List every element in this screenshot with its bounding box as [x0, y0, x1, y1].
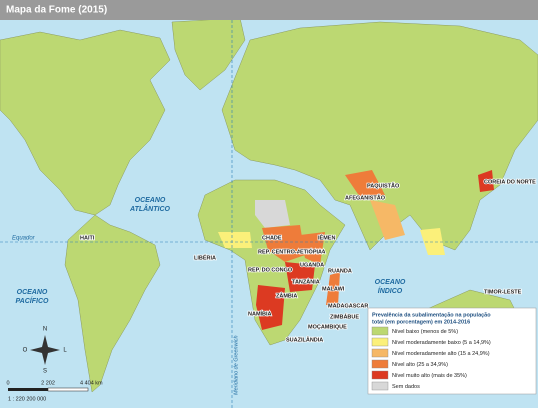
country-label: PAQUISTÃO: [367, 182, 400, 189]
country-label: COREIA DO NORTE: [484, 179, 536, 185]
country-label: ETIÓPIA: [300, 247, 322, 255]
legend-swatch: [371, 381, 389, 391]
land: [0, 17, 538, 393]
compass: N S L O: [23, 327, 68, 375]
legend-label: Sem dados: [392, 384, 420, 390]
legend-swatch: [371, 370, 389, 380]
title-bar: [0, 0, 538, 20]
country-label: SUAZILÂNDIA: [286, 336, 323, 343]
country-label: RUANDA: [328, 268, 352, 274]
country-label: ZÂMBIA: [276, 292, 297, 299]
legend-label: Nível alto (25 a 34,9%): [392, 362, 448, 368]
ocean-label: ÍNDICO: [378, 286, 403, 295]
legend-swatch: [371, 348, 389, 358]
legend-swatch: [371, 359, 389, 369]
legend-label: Nível moderadamente baixo (5 a 14,9%): [392, 340, 491, 346]
country-label: NAMÍBIA: [248, 309, 272, 317]
legend-swatch: [371, 337, 389, 347]
country-label: TIMOR-LESTE: [484, 289, 522, 295]
legend-title: Prevalência da subalimentação na populaç…: [372, 312, 491, 318]
country-label: AFEGANISTÃO: [345, 194, 386, 201]
scale-ratio: 1 : 220 200 000: [8, 396, 46, 402]
country-label: CHADE: [262, 235, 282, 241]
ocean-label: OCEANO: [375, 279, 406, 286]
legend-swatch: [371, 326, 389, 336]
country-labels: HAITI LIBÉRIA CHADE REP. CENTRO-AFRICANA…: [79, 179, 537, 345]
compass-w: O: [23, 348, 28, 354]
country-label: REP. DO CONGO: [248, 267, 293, 273]
legend: Prevalência da subalimentação na populaç…: [367, 307, 537, 395]
country-label: HAITI: [80, 235, 95, 241]
legend-label: Nível moderadamente alto (15 a 24,9%): [392, 351, 490, 357]
country-label: REP. CENTRO-AFRICANA: [258, 249, 325, 255]
country-label: TANZÂNIA: [292, 278, 320, 285]
legend-title: total (em porcentagem) em 2014-2016: [372, 319, 470, 325]
compass-s: S: [43, 369, 47, 375]
equator-label: Equador: [12, 236, 36, 242]
compass-n: N: [43, 327, 47, 333]
country-label: MALAWI: [322, 286, 345, 292]
scale-tick: 2 202: [41, 380, 55, 386]
country-label: IÊMEN: [318, 233, 335, 241]
ocean-label: ATLÂNTICO: [129, 204, 170, 213]
compass-e: L: [63, 348, 67, 354]
country-label: UGANDA: [300, 262, 324, 268]
ocean-label: OCEANO: [135, 197, 166, 204]
scale-tick: 4 404 km: [80, 380, 103, 386]
legend-label: Nível muito alto (mais de 35%): [392, 373, 467, 379]
meridian-label: Meridiano de Greenwich: [233, 335, 239, 395]
scale: 0 2 202 4 404 km 1 : 220 200 000: [6, 380, 103, 402]
country-label: MOÇAMBIQUE: [308, 324, 347, 330]
country-label: MADAGASCAR: [328, 303, 368, 309]
legend-label: Nível baixo (menos de 5%): [392, 329, 458, 335]
country-label: ZIMBÁBUE: [330, 313, 359, 320]
ocean-label: OCEANO: [17, 289, 48, 296]
scale-tick: 0: [6, 380, 9, 386]
ocean-label: PACÍFICO: [16, 296, 49, 305]
title: Mapa da Fome (2015): [6, 5, 107, 16]
country-label: LIBÉRIA: [194, 253, 216, 261]
